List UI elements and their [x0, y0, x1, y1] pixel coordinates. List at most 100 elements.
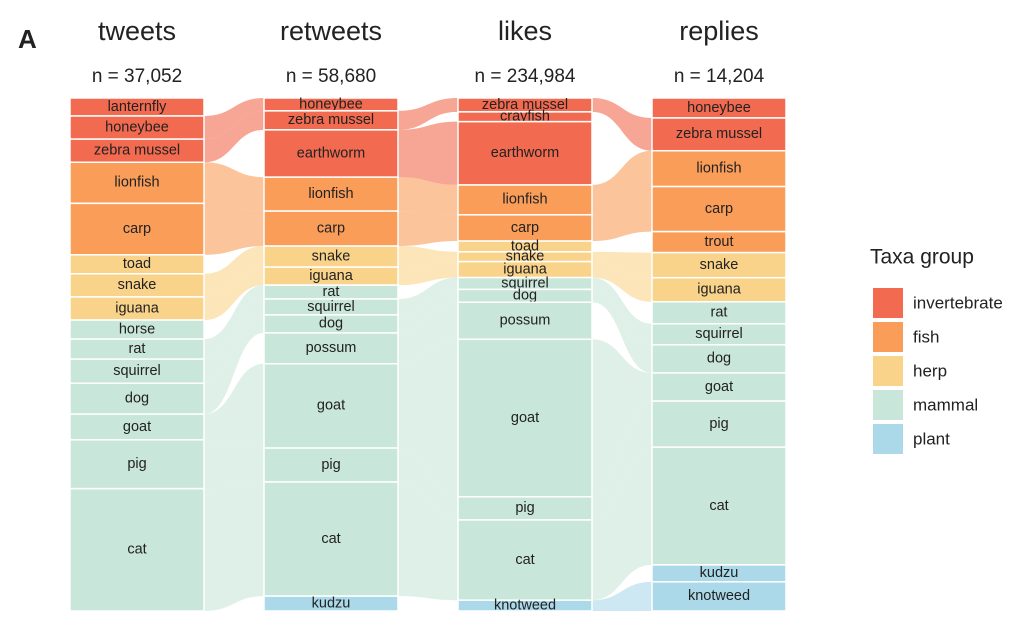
segment-label: zebra mussel [94, 143, 180, 159]
segment-label: toad [123, 256, 151, 272]
panel-label: A [18, 24, 37, 54]
flow [398, 277, 458, 315]
legend-swatch [873, 322, 903, 352]
flow [204, 314, 264, 415]
flow [592, 98, 652, 151]
flow [592, 447, 652, 601]
segment-label: possum [306, 340, 357, 356]
segment-label: cat [709, 498, 728, 514]
segment [263, 595, 399, 612]
segment-label: snake [118, 277, 157, 293]
flow [398, 98, 458, 130]
segment-label: cat [127, 542, 146, 558]
segment-label: earthworm [297, 145, 366, 161]
segment [457, 301, 593, 341]
segment-label: snake [506, 249, 545, 265]
segment-label: iguana [503, 261, 547, 277]
segment-label: squirrel [501, 275, 549, 291]
segment-label: snake [700, 257, 739, 273]
segment-label: rat [711, 305, 728, 321]
segment-label: cat [515, 552, 534, 568]
segment-label: lionfish [114, 175, 159, 191]
segment-label: crayfish [500, 109, 550, 125]
segment-label: lionfish [696, 160, 741, 176]
segment [651, 251, 787, 279]
flow [204, 110, 264, 163]
segment [651, 581, 787, 612]
segment [457, 338, 593, 498]
legend-label: fish [913, 327, 939, 346]
flow [204, 98, 264, 140]
segment [69, 161, 205, 205]
flow [398, 121, 458, 185]
segment-label: earthworm [491, 145, 560, 161]
segment-label: pig [321, 457, 340, 473]
column-title: likes [498, 16, 552, 46]
flow [398, 211, 458, 247]
segment-label: goat [123, 419, 151, 435]
segment-label: rat [129, 341, 146, 357]
segment-label: iguana [697, 282, 741, 298]
segment-label: lionfish [502, 192, 547, 208]
legend-swatch [873, 390, 903, 420]
segment [651, 446, 787, 566]
flow [592, 261, 652, 302]
segment-label: kudzu [312, 595, 351, 611]
legend-swatch [873, 356, 903, 386]
legend-swatch [873, 288, 903, 318]
segment [651, 185, 787, 233]
segment [69, 413, 205, 441]
segment-label: squirrel [113, 363, 161, 379]
segment [651, 117, 787, 152]
column-n: n = 14,204 [674, 66, 765, 87]
flow [592, 581, 652, 611]
segment-label: honeybee [299, 96, 363, 112]
segment-label: honeybee [105, 119, 169, 135]
segment-label: squirrel [307, 299, 355, 315]
flow [592, 186, 652, 242]
legend-label: mammal [913, 395, 978, 414]
segment-label: knotweed [494, 597, 556, 613]
segment-label: rat [323, 284, 340, 300]
segment [457, 214, 593, 242]
segment-label: snake [312, 248, 351, 264]
segment [651, 276, 787, 303]
flow [204, 363, 264, 449]
column-n: n = 58,680 [286, 66, 376, 87]
segment-label: goat [705, 379, 733, 395]
segment-label: toad [511, 238, 539, 254]
segment [69, 487, 205, 612]
segment-label: dog [319, 316, 343, 332]
column-title: tweets [98, 16, 176, 46]
segment [651, 372, 787, 402]
legend-swatch [873, 424, 903, 454]
segment-label: lionfish [308, 186, 353, 202]
segment-label: pig [515, 500, 534, 516]
column-title: replies [679, 16, 759, 46]
segment [457, 599, 593, 612]
segment [457, 184, 593, 216]
flow [592, 251, 652, 278]
flow [204, 267, 264, 321]
legend-label: invertebrate [913, 293, 1003, 312]
flow [204, 481, 264, 611]
segment-label: zebra mussel [676, 126, 762, 142]
segment-label: iguana [115, 300, 159, 316]
segment [651, 400, 787, 448]
legend-label: herp [913, 361, 947, 380]
legend-label: plant [913, 429, 950, 448]
column-n: n = 37,052 [92, 66, 182, 87]
segment-label: dog [125, 391, 149, 407]
flow [592, 277, 652, 345]
segment-label: dog [513, 288, 537, 304]
flow [398, 261, 458, 286]
segment [651, 344, 787, 374]
segment-label: dog [707, 351, 731, 367]
flow [204, 439, 264, 489]
segment [69, 358, 205, 385]
segment-label: carp [705, 201, 733, 217]
segment [263, 363, 399, 449]
flow [204, 246, 264, 297]
flow [204, 203, 264, 255]
segment-label: goat [317, 398, 345, 414]
